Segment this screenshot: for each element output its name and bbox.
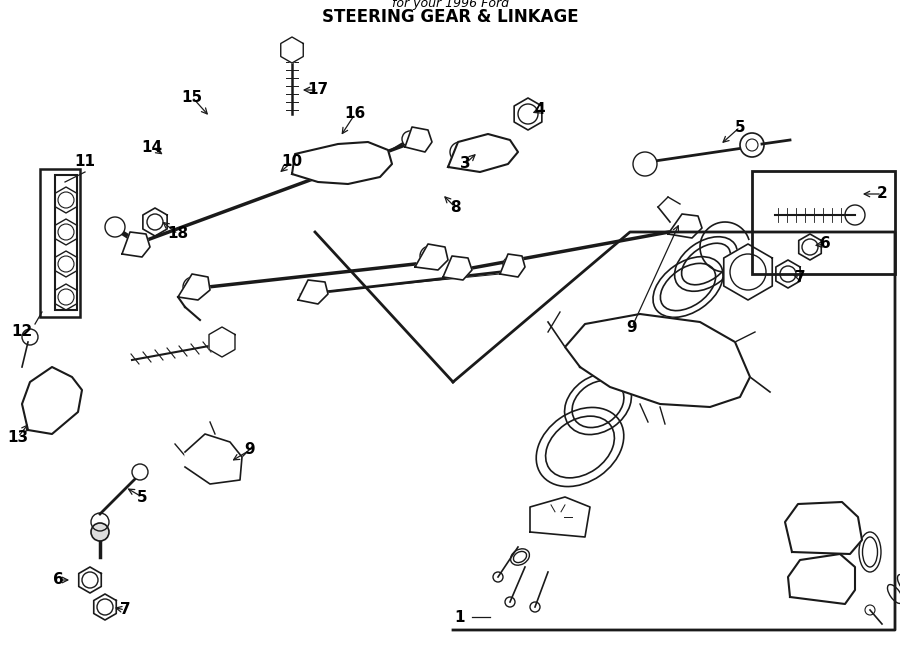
Text: 15: 15 [182,89,202,105]
Circle shape [633,152,657,176]
Polygon shape [668,214,702,238]
Text: 11: 11 [75,154,95,169]
Text: 14: 14 [141,140,163,154]
Polygon shape [55,251,77,277]
Text: 13: 13 [7,430,29,444]
Bar [55,175,77,310]
Polygon shape [55,284,77,310]
Text: 2: 2 [877,187,887,201]
Text: 5: 5 [137,489,148,504]
Polygon shape [55,187,77,213]
Polygon shape [443,256,472,280]
Polygon shape [500,254,525,277]
Text: for your 1996 Ford: for your 1996 Ford [392,0,508,11]
Polygon shape [94,594,116,620]
Text: STEERING GEAR & LINKAGE: STEERING GEAR & LINKAGE [321,8,579,26]
Polygon shape [292,142,392,184]
Circle shape [105,217,125,237]
Text: 8: 8 [450,199,460,214]
Polygon shape [415,244,448,270]
Polygon shape [143,208,167,236]
Polygon shape [565,314,750,407]
Polygon shape [530,497,590,537]
Text: 3: 3 [460,156,471,171]
Text: 16: 16 [345,107,365,122]
Polygon shape [448,134,518,172]
Bar [752,171,895,274]
Text: 1: 1 [454,610,465,624]
Polygon shape [514,98,542,130]
Polygon shape [724,244,772,300]
Text: 17: 17 [308,83,328,97]
Text: 9: 9 [626,320,637,334]
Polygon shape [55,219,77,245]
Polygon shape [798,234,822,260]
Text: 12: 12 [12,324,32,340]
Polygon shape [209,327,235,357]
Polygon shape [785,502,862,554]
Bar [40,169,80,317]
Circle shape [132,464,148,480]
Text: 7: 7 [120,602,130,618]
Text: 6: 6 [52,573,63,587]
Polygon shape [405,127,432,152]
Polygon shape [776,260,800,288]
Text: 4: 4 [535,103,545,117]
Text: 9: 9 [245,442,256,457]
Text: 18: 18 [167,226,189,242]
Polygon shape [185,434,242,484]
Circle shape [740,133,764,157]
Text: 10: 10 [282,154,302,169]
Polygon shape [298,280,328,304]
Polygon shape [122,232,150,257]
Circle shape [282,40,302,60]
Circle shape [402,131,418,147]
Circle shape [91,523,109,541]
Text: 5: 5 [734,120,745,134]
Polygon shape [22,367,82,434]
Text: 7: 7 [795,269,806,285]
Polygon shape [178,274,210,300]
Polygon shape [788,554,855,604]
Polygon shape [281,37,303,63]
Polygon shape [78,567,102,593]
Text: 6: 6 [820,236,831,252]
